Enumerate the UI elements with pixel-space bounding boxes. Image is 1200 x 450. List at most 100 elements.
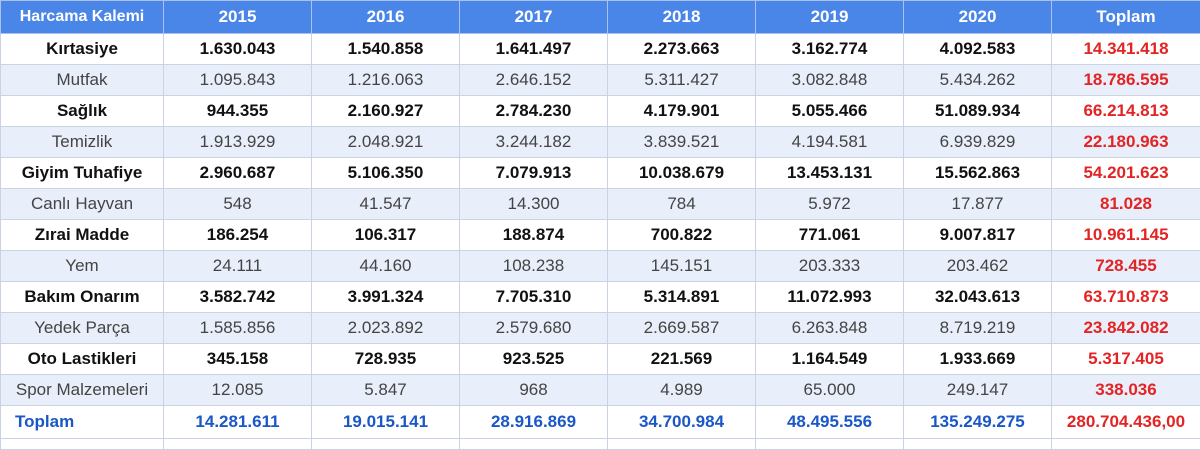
row-total-cell[interactable]: 10.961.145 xyxy=(1052,220,1200,251)
row-total-cell[interactable]: 22.180.963 xyxy=(1052,127,1200,158)
row-label-cell[interactable]: Zırai Madde xyxy=(1,220,164,251)
value-cell[interactable]: 51.089.934 xyxy=(904,96,1052,127)
value-cell[interactable]: 12.085 xyxy=(164,375,312,406)
row-label-cell[interactable]: Spor Malzemeleri xyxy=(1,375,164,406)
row-total-cell[interactable]: 63.710.873 xyxy=(1052,282,1200,313)
value-cell[interactable]: 1.216.063 xyxy=(312,65,460,96)
empty-cell[interactable] xyxy=(1,439,164,450)
value-cell[interactable]: 2.784.230 xyxy=(460,96,608,127)
value-cell[interactable]: 1.164.549 xyxy=(756,344,904,375)
value-cell[interactable]: 2.646.152 xyxy=(460,65,608,96)
value-cell[interactable]: 3.839.521 xyxy=(608,127,756,158)
value-cell[interactable]: 9.007.817 xyxy=(904,220,1052,251)
header-cell-2020[interactable]: 2020 xyxy=(904,1,1052,34)
row-label-cell[interactable]: Sağlık xyxy=(1,96,164,127)
value-cell[interactable]: 700.822 xyxy=(608,220,756,251)
value-cell[interactable]: 2.669.587 xyxy=(608,313,756,344)
value-cell[interactable]: 1.630.043 xyxy=(164,34,312,65)
value-cell[interactable]: 5.314.891 xyxy=(608,282,756,313)
value-cell[interactable]: 1.095.843 xyxy=(164,65,312,96)
empty-cell[interactable] xyxy=(608,439,756,450)
value-cell[interactable]: 5.055.466 xyxy=(756,96,904,127)
summary-value-cell[interactable]: 34.700.984 xyxy=(608,406,756,439)
row-label-cell[interactable]: Bakım Onarım xyxy=(1,282,164,313)
value-cell[interactable]: 106.317 xyxy=(312,220,460,251)
value-cell[interactable]: 4.194.581 xyxy=(756,127,904,158)
empty-cell[interactable] xyxy=(460,439,608,450)
grand-total-cell[interactable]: 280.704.436,00 xyxy=(1052,406,1200,439)
value-cell[interactable]: 968 xyxy=(460,375,608,406)
value-cell[interactable]: 221.569 xyxy=(608,344,756,375)
value-cell[interactable]: 1.540.858 xyxy=(312,34,460,65)
value-cell[interactable]: 186.254 xyxy=(164,220,312,251)
value-cell[interactable]: 5.434.262 xyxy=(904,65,1052,96)
value-cell[interactable]: 5.847 xyxy=(312,375,460,406)
summary-value-cell[interactable]: 14.281.611 xyxy=(164,406,312,439)
header-cell-2017[interactable]: 2017 xyxy=(460,1,608,34)
value-cell[interactable]: 13.453.131 xyxy=(756,158,904,189)
value-cell[interactable]: 44.160 xyxy=(312,251,460,282)
value-cell[interactable]: 2.048.921 xyxy=(312,127,460,158)
summary-label-cell[interactable]: Toplam xyxy=(1,406,164,439)
value-cell[interactable]: 203.333 xyxy=(756,251,904,282)
row-total-cell[interactable]: 18.786.595 xyxy=(1052,65,1200,96)
summary-value-cell[interactable]: 28.916.869 xyxy=(460,406,608,439)
empty-cell[interactable] xyxy=(756,439,904,450)
value-cell[interactable]: 3.082.848 xyxy=(756,65,904,96)
summary-value-cell[interactable]: 19.015.141 xyxy=(312,406,460,439)
value-cell[interactable]: 548 xyxy=(164,189,312,220)
value-cell[interactable]: 771.061 xyxy=(756,220,904,251)
value-cell[interactable]: 3.244.182 xyxy=(460,127,608,158)
value-cell[interactable]: 1.913.929 xyxy=(164,127,312,158)
value-cell[interactable]: 4.092.583 xyxy=(904,34,1052,65)
row-label-cell[interactable]: Temizlik xyxy=(1,127,164,158)
value-cell[interactable]: 784 xyxy=(608,189,756,220)
row-total-cell[interactable]: 23.842.082 xyxy=(1052,313,1200,344)
header-cell-2016[interactable]: 2016 xyxy=(312,1,460,34)
empty-cell[interactable] xyxy=(312,439,460,450)
header-cell-total[interactable]: Toplam xyxy=(1052,1,1200,34)
value-cell[interactable]: 17.877 xyxy=(904,189,1052,220)
value-cell[interactable]: 203.462 xyxy=(904,251,1052,282)
value-cell[interactable]: 4.989 xyxy=(608,375,756,406)
value-cell[interactable]: 1.641.497 xyxy=(460,34,608,65)
value-cell[interactable]: 2.023.892 xyxy=(312,313,460,344)
value-cell[interactable]: 944.355 xyxy=(164,96,312,127)
value-cell[interactable]: 8.719.219 xyxy=(904,313,1052,344)
value-cell[interactable]: 249.147 xyxy=(904,375,1052,406)
value-cell[interactable]: 6.939.829 xyxy=(904,127,1052,158)
value-cell[interactable]: 7.705.310 xyxy=(460,282,608,313)
value-cell[interactable]: 14.300 xyxy=(460,189,608,220)
value-cell[interactable]: 3.991.324 xyxy=(312,282,460,313)
value-cell[interactable]: 7.079.913 xyxy=(460,158,608,189)
value-cell[interactable]: 2.960.687 xyxy=(164,158,312,189)
value-cell[interactable]: 15.562.863 xyxy=(904,158,1052,189)
value-cell[interactable]: 2.273.663 xyxy=(608,34,756,65)
summary-value-cell[interactable]: 135.249.275 xyxy=(904,406,1052,439)
value-cell[interactable]: 41.547 xyxy=(312,189,460,220)
value-cell[interactable]: 11.072.993 xyxy=(756,282,904,313)
row-label-cell[interactable]: Yem xyxy=(1,251,164,282)
value-cell[interactable]: 345.158 xyxy=(164,344,312,375)
value-cell[interactable]: 24.111 xyxy=(164,251,312,282)
header-cell-2019[interactable]: 2019 xyxy=(756,1,904,34)
value-cell[interactable]: 5.311.427 xyxy=(608,65,756,96)
header-cell-item[interactable]: Harcama Kalemi xyxy=(1,1,164,34)
empty-cell[interactable] xyxy=(904,439,1052,450)
row-total-cell[interactable]: 14.341.418 xyxy=(1052,34,1200,65)
row-label-cell[interactable]: Yedek Parça xyxy=(1,313,164,344)
value-cell[interactable]: 5.106.350 xyxy=(312,158,460,189)
header-cell-2015[interactable]: 2015 xyxy=(164,1,312,34)
value-cell[interactable]: 728.935 xyxy=(312,344,460,375)
value-cell[interactable]: 2.579.680 xyxy=(460,313,608,344)
value-cell[interactable]: 5.972 xyxy=(756,189,904,220)
value-cell[interactable]: 6.263.848 xyxy=(756,313,904,344)
value-cell[interactable]: 3.162.774 xyxy=(756,34,904,65)
value-cell[interactable]: 65.000 xyxy=(756,375,904,406)
value-cell[interactable]: 1.933.669 xyxy=(904,344,1052,375)
row-total-cell[interactable]: 81.028 xyxy=(1052,189,1200,220)
value-cell[interactable]: 4.179.901 xyxy=(608,96,756,127)
value-cell[interactable]: 3.582.742 xyxy=(164,282,312,313)
row-label-cell[interactable]: Kırtasiye xyxy=(1,34,164,65)
value-cell[interactable]: 1.585.856 xyxy=(164,313,312,344)
